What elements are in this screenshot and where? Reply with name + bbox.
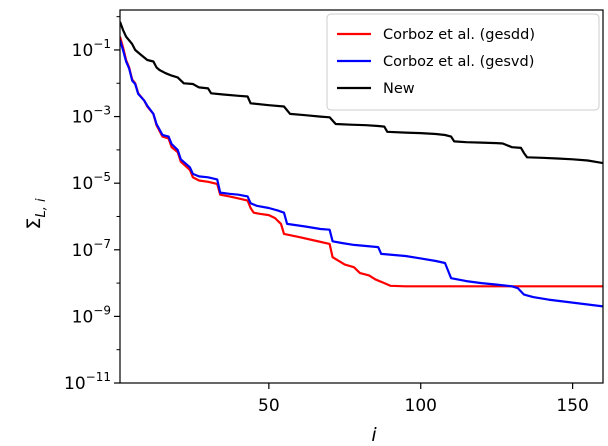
ticks-layer: 50 100 150 10−1 10−3 10−5 10−7 10−9 10−11 (64, 16, 589, 416)
y-axis-label-main: Σ (23, 218, 45, 230)
y-tick-label-0: 10−1 (72, 37, 111, 61)
y-tick-label-1: 10−3 (72, 104, 111, 128)
y-tick-label-2: 10−5 (72, 170, 111, 194)
legend: Corboz et al. (gesdd) Corboz et al. (gesv… (326, 13, 600, 111)
legend-box (326, 13, 600, 111)
x-tick-label-2: 150 (556, 396, 588, 416)
series-layer (120, 21, 603, 308)
x-tick-label-0: 50 (258, 396, 280, 416)
y-axis-label-sub: L, i (34, 198, 49, 218)
series-line-2 (120, 21, 603, 165)
legend-label-2: New (383, 81, 415, 97)
legend-label-1: Corboz et al. (gesvd) (383, 54, 534, 70)
legend-label-0: Corboz et al. (gesdd) (383, 27, 535, 43)
plot-frame (119, 9, 604, 384)
y-tick-label-5: 10−11 (64, 370, 111, 394)
x-axis-label: i (371, 424, 377, 446)
x-tick-label-1: 100 (405, 396, 437, 416)
axes-layer (119, 9, 604, 384)
series-line-1 (120, 39, 603, 308)
y-tick-label-4: 10−9 (72, 303, 111, 327)
y-tick-label-3: 10−7 (72, 237, 111, 261)
y-axis-label: ΣL, i (23, 198, 49, 230)
